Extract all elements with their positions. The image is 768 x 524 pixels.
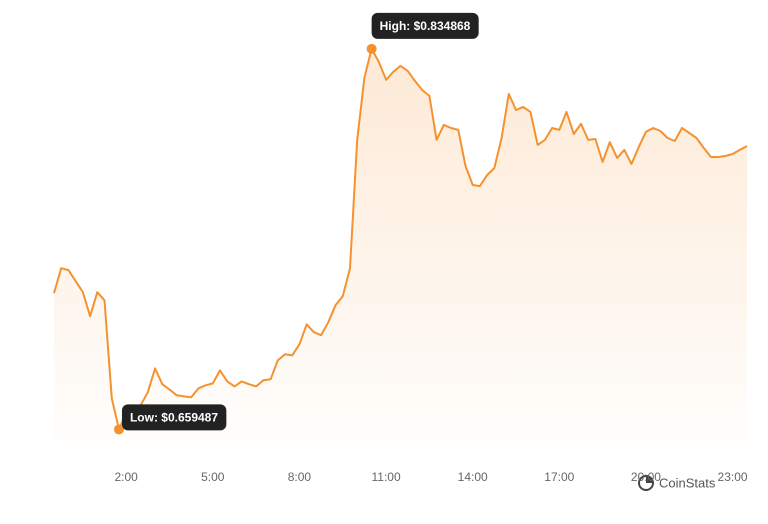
x-tick-label: 17:00	[544, 470, 574, 484]
annotation-text: High: $0.834868	[380, 19, 471, 33]
annotation: Low: $0.659487	[121, 404, 227, 431]
annotation-box	[121, 404, 227, 431]
x-tick-label: 5:00	[201, 470, 225, 484]
extreme-point	[366, 43, 377, 54]
watermark-text: CoinStats	[659, 475, 716, 490]
price-line	[53, 47, 748, 431]
x-tick-label: 14:00	[458, 470, 488, 484]
x-tick-label: 11:00	[371, 470, 400, 484]
x-tick-label: 23:00	[718, 470, 748, 484]
annotation-text: Low: $0.659487	[130, 411, 218, 425]
annotation: High: $0.834868	[371, 12, 479, 39]
watermark: CoinStats	[638, 475, 716, 491]
x-tick-label: 2:00	[115, 470, 139, 484]
area	[54, 48, 747, 451]
x-tick-label: 8:00	[288, 470, 312, 484]
x-tick-label: 20:00	[631, 470, 661, 484]
extreme-point	[113, 424, 124, 435]
annotation-box	[371, 12, 479, 39]
watermark-icon-slice	[646, 476, 653, 483]
